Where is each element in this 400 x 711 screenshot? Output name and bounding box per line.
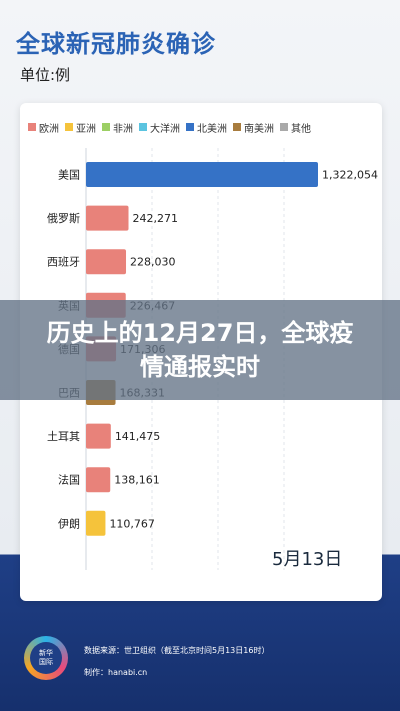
headline-text: 历史上的12月27日，全球疫情通报实时 xyxy=(46,319,354,381)
data-source: 数据来源：世卫组织（截至北京时间5月13日16时） xyxy=(84,646,270,655)
logo-line-2: 国际 xyxy=(39,658,53,666)
date-label: 5月13日 xyxy=(272,549,343,570)
legend-item: 其他 xyxy=(280,120,311,135)
value-label: 110,767 xyxy=(109,517,155,530)
legend-label: 非洲 xyxy=(113,123,133,135)
value-label: 228,030 xyxy=(130,256,176,269)
category-label: 西班牙 xyxy=(47,256,80,269)
legend-item: 非洲 xyxy=(102,120,133,135)
headline-banner: 历史上的12月27日，全球疫情通报实时 xyxy=(0,300,400,400)
legend-label: 其他 xyxy=(291,123,311,135)
logo-line-1: 新华 xyxy=(39,649,53,657)
category-label: 俄罗斯 xyxy=(47,212,80,225)
legend-swatch xyxy=(28,123,36,131)
bar xyxy=(86,162,318,187)
chart-legend: 欧洲 亚洲 非洲 大洋洲 北美洲 南美洲 其他 xyxy=(28,118,373,136)
logo-text: 新华 国际 xyxy=(30,642,62,674)
xinhua-logo-icon: 新华 国际 xyxy=(24,636,68,680)
legend-swatch xyxy=(186,123,194,131)
chart-title: 全球新冠肺炎确诊 xyxy=(16,30,216,58)
bar xyxy=(86,510,106,536)
legend-swatch xyxy=(139,123,147,131)
legend-label: 北美洲 xyxy=(197,123,227,135)
category-label: 伊朗 xyxy=(58,517,80,530)
unit-label: 单位:例 xyxy=(20,66,71,84)
value-label: 138,161 xyxy=(114,474,160,487)
value-label: 1,322,054 xyxy=(322,169,378,182)
legend-swatch xyxy=(65,123,73,131)
bar xyxy=(86,205,129,231)
value-label: 242,271 xyxy=(133,212,179,225)
category-label: 法国 xyxy=(58,473,80,487)
legend-label: 欧洲 xyxy=(39,123,59,135)
category-label: 美国 xyxy=(58,169,80,182)
value-label: 141,475 xyxy=(115,430,160,443)
bar xyxy=(86,249,127,275)
bar xyxy=(86,467,111,493)
legend-item: 大洋洲 xyxy=(139,120,180,135)
legend-item: 北美洲 xyxy=(186,120,227,135)
legend-swatch xyxy=(102,123,110,131)
legend-label: 亚洲 xyxy=(76,123,96,135)
legend-item: 亚洲 xyxy=(65,120,96,135)
legend-label: 南美洲 xyxy=(244,123,274,135)
bar xyxy=(86,423,111,449)
legend-swatch xyxy=(233,123,241,131)
legend-swatch xyxy=(280,123,288,131)
legend-item: 南美洲 xyxy=(233,120,274,135)
legend-label: 大洋洲 xyxy=(150,123,180,135)
producer-credit: 制作：hanabi.cn xyxy=(84,668,148,677)
legend-item: 欧洲 xyxy=(28,120,59,135)
category-label: 土耳其 xyxy=(47,430,80,443)
